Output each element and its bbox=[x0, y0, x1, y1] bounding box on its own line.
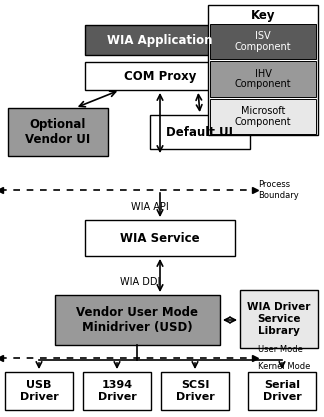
Text: Serial
Driver: Serial Driver bbox=[263, 380, 301, 402]
Bar bbox=[85, 62, 235, 90]
Bar bbox=[161, 372, 229, 410]
Bar bbox=[210, 24, 316, 59]
Bar bbox=[55, 295, 220, 345]
Text: USB
Driver: USB Driver bbox=[20, 380, 58, 402]
Bar bbox=[210, 99, 316, 134]
Text: WIA DDI: WIA DDI bbox=[120, 277, 160, 287]
Bar bbox=[210, 61, 316, 97]
Text: 1394
Driver: 1394 Driver bbox=[98, 380, 136, 402]
Text: Kernel Mode: Kernel Mode bbox=[258, 362, 310, 371]
Text: Vendor User Mode
Minidriver (USD): Vendor User Mode Minidriver (USD) bbox=[76, 306, 199, 334]
Bar bbox=[83, 372, 151, 410]
Bar bbox=[5, 372, 73, 410]
Text: Key: Key bbox=[251, 8, 275, 22]
Bar bbox=[8, 108, 108, 156]
Bar bbox=[208, 5, 318, 135]
Bar bbox=[248, 372, 316, 410]
Bar bbox=[85, 25, 235, 55]
Text: Process
Boundary: Process Boundary bbox=[258, 180, 299, 200]
Text: User Mode: User Mode bbox=[258, 345, 303, 354]
Text: Default UI: Default UI bbox=[167, 126, 234, 138]
Text: WIA Driver
Service
Library: WIA Driver Service Library bbox=[247, 302, 311, 336]
Bar bbox=[150, 115, 250, 149]
Text: SCSI
Driver: SCSI Driver bbox=[176, 380, 214, 402]
Text: IHV
Component: IHV Component bbox=[235, 69, 291, 89]
Text: ISV
Component: ISV Component bbox=[235, 31, 291, 52]
Bar bbox=[240, 290, 318, 348]
Text: WIA Application: WIA Application bbox=[107, 33, 213, 47]
Text: WIA Service: WIA Service bbox=[120, 231, 200, 244]
Text: WIA API: WIA API bbox=[131, 202, 169, 212]
Text: Microsoft
Component: Microsoft Component bbox=[235, 106, 291, 127]
Text: Optional
Vendor UI: Optional Vendor UI bbox=[25, 118, 91, 146]
Text: COM Proxy: COM Proxy bbox=[124, 70, 196, 83]
Bar bbox=[85, 220, 235, 256]
